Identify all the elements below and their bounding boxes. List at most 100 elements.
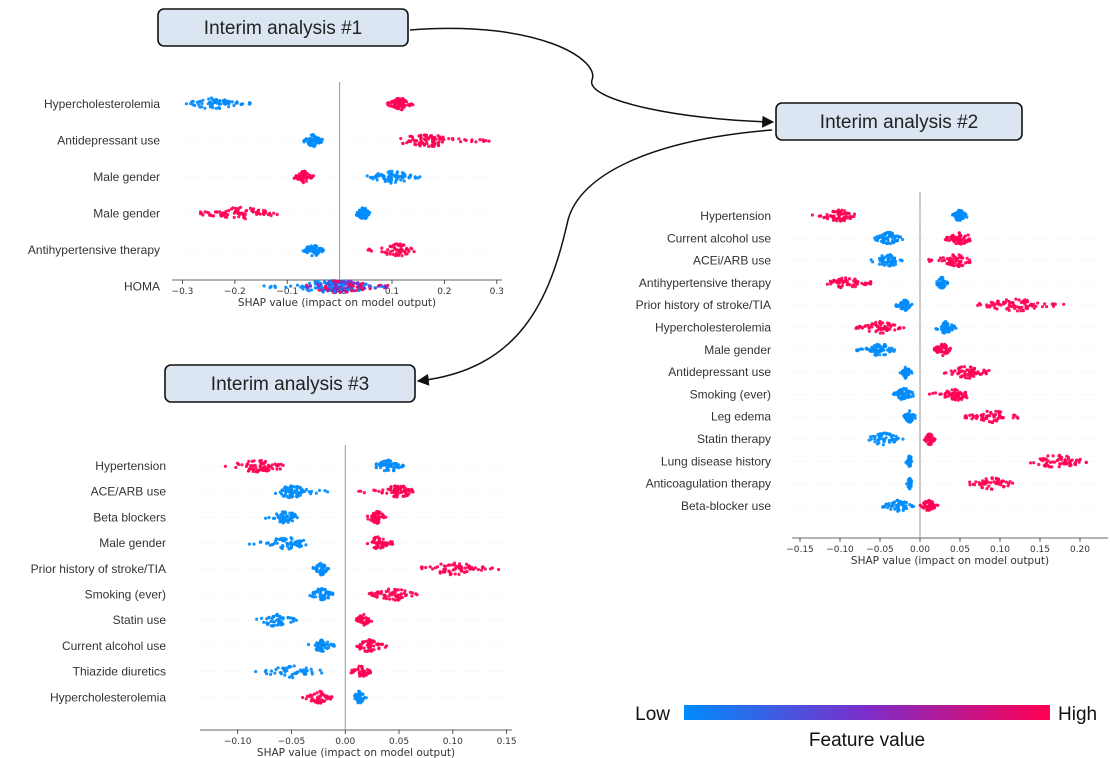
feature-label: Beta blockers xyxy=(93,510,166,524)
shap-point xyxy=(310,670,314,674)
shap-point xyxy=(290,491,294,496)
shap-cluster xyxy=(867,431,905,447)
shap-point xyxy=(400,588,404,592)
x-tick-label: −0.15 xyxy=(786,545,814,555)
shap-point xyxy=(963,214,967,218)
shap-point xyxy=(1006,306,1010,310)
shap-point xyxy=(401,171,406,175)
shap-point xyxy=(361,697,365,701)
shap-point xyxy=(853,285,858,289)
shap-point xyxy=(310,489,314,493)
legend-high-label: High xyxy=(1058,704,1097,725)
shap-point xyxy=(269,669,274,673)
shap-point xyxy=(385,252,389,256)
shap-point xyxy=(987,484,991,488)
shap-point xyxy=(258,464,262,469)
shap-point xyxy=(323,279,327,283)
shap-point xyxy=(864,324,868,328)
feature-label: Smoking (ever) xyxy=(690,387,771,401)
shap-point xyxy=(320,649,324,653)
shap-point xyxy=(401,141,405,145)
shap-point xyxy=(396,484,400,488)
shap-point xyxy=(990,420,994,424)
shap-point xyxy=(367,638,371,642)
shap-point xyxy=(354,288,358,293)
shap-point xyxy=(386,487,390,491)
shap-point xyxy=(958,261,962,265)
shap-point xyxy=(989,487,994,491)
shap-point xyxy=(275,541,279,545)
shap-point xyxy=(1046,454,1050,458)
shap-point xyxy=(944,347,948,351)
shap-point xyxy=(275,623,280,627)
shap-point xyxy=(951,260,955,264)
shap-point xyxy=(908,477,912,481)
shap-point xyxy=(990,303,994,307)
shap-point xyxy=(372,648,376,652)
shap-point xyxy=(320,594,324,598)
shap-point xyxy=(259,540,263,544)
shap-point xyxy=(308,284,312,288)
shap-point xyxy=(928,508,932,512)
shap-point xyxy=(357,489,361,493)
shap-point xyxy=(1050,302,1054,306)
shap-point xyxy=(889,349,894,353)
shap-point xyxy=(960,215,964,219)
shap-point xyxy=(1053,460,1057,464)
shap-point xyxy=(326,640,330,644)
shap-point xyxy=(295,283,300,287)
shap-point xyxy=(313,249,317,253)
shap-point xyxy=(905,506,909,511)
feature-label: Prior history of stroke/TIA xyxy=(31,562,166,576)
shap-point xyxy=(890,346,894,350)
shap-point xyxy=(392,99,396,103)
shap-point xyxy=(383,593,387,597)
shap-cluster xyxy=(963,409,1020,425)
shap-point xyxy=(479,568,484,572)
shap-point xyxy=(959,365,964,369)
shap-point xyxy=(886,506,890,510)
shap-point xyxy=(269,213,273,218)
shap-point xyxy=(437,140,441,144)
shap-point xyxy=(263,467,267,471)
shap-point xyxy=(389,180,393,184)
shap-point xyxy=(345,290,349,294)
shap-point xyxy=(323,489,327,493)
shap-point xyxy=(366,621,370,625)
shap-point xyxy=(952,324,957,329)
shap-cluster xyxy=(1028,453,1088,469)
shap-point xyxy=(338,285,342,289)
shap-point xyxy=(879,326,883,330)
shap-point xyxy=(408,173,412,177)
shap-point xyxy=(984,372,988,376)
shap-point xyxy=(968,413,972,417)
shap-point xyxy=(874,353,878,357)
feature-label: Beta-blocker use xyxy=(681,499,771,513)
x-tick-label: 0.1 xyxy=(385,287,399,297)
shap-point xyxy=(940,325,944,329)
shap-point xyxy=(876,432,880,436)
feature-label: Thiazide diuretics xyxy=(73,665,166,679)
shap-point xyxy=(290,672,295,676)
shap-point xyxy=(275,467,279,471)
shap-point xyxy=(385,491,389,495)
shap-point xyxy=(247,542,252,546)
shap-point xyxy=(360,615,364,619)
shap-point xyxy=(907,464,911,468)
shap-point xyxy=(382,516,386,520)
feature-label: Hypertension xyxy=(95,459,166,473)
shap-point xyxy=(346,287,350,292)
shap-point xyxy=(453,572,457,576)
shap-point xyxy=(839,218,843,223)
shap-point xyxy=(895,498,899,502)
shap-point xyxy=(268,543,272,547)
shap-point xyxy=(960,392,964,396)
shap-point xyxy=(977,481,981,485)
shap-point xyxy=(264,516,268,520)
feature-label: Current alcohol use xyxy=(62,639,166,653)
shap-point xyxy=(304,666,308,670)
shap-point xyxy=(422,137,426,141)
shap-cluster xyxy=(419,561,501,577)
shap-point xyxy=(953,238,958,242)
x-tick-label: 0.2 xyxy=(437,287,451,297)
